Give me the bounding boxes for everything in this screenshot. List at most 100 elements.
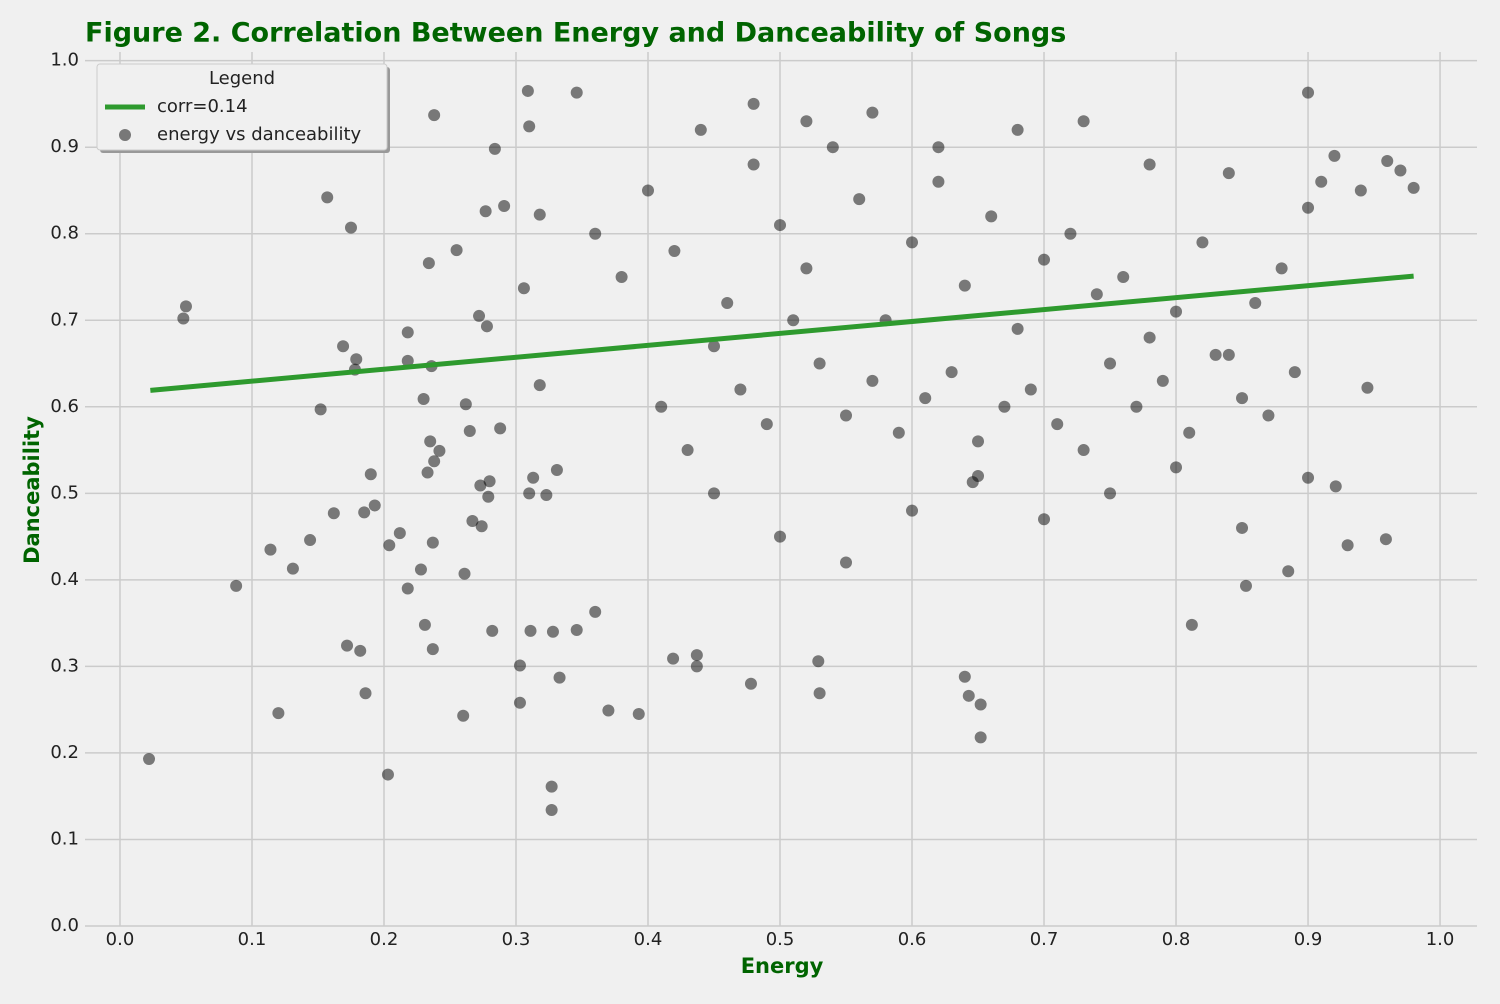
data-point [523,120,536,133]
data-point [906,504,919,517]
data-point [708,487,721,500]
data-point [421,466,434,479]
data-point [1183,426,1196,439]
data-point [721,296,734,309]
data-point [774,530,787,543]
data-point [1381,155,1394,168]
y-tick-label: 0.4 [50,569,79,590]
data-point [972,470,985,483]
data-point [1239,579,1252,592]
data-point [517,282,530,295]
grid: 0.0 0.1 0.2 0.3 0.4 0.5 0.6 0.7 0.8 0.9 1.0 0.0 0.1 0… [50,50,1477,950]
data-point [545,804,558,817]
data-point [570,86,583,99]
data-point [521,84,534,97]
data-point [401,354,414,367]
data-point [473,309,486,322]
data-point [1288,366,1301,379]
data-point [974,698,987,711]
data-point [570,624,583,637]
data-point [800,115,813,128]
y-tick-label: 0.3 [50,655,79,676]
data-point [985,210,998,223]
data-point [358,506,371,519]
data-point [1236,521,1249,534]
data-point [381,768,394,781]
trend-line [150,273,1414,393]
data-point [344,221,357,234]
data-point [523,487,536,500]
data-point [1275,262,1288,275]
data-point [840,409,853,422]
data-point [747,158,760,171]
data-point [1024,383,1037,396]
x-tick-label: 0.1 [238,929,267,950]
data-point [1379,533,1392,546]
data-point [486,624,499,637]
data-point [906,236,919,249]
data-point [450,244,463,257]
x-tick-label: 0.7 [1030,929,1059,950]
data-point [513,696,526,709]
data-point [840,556,853,569]
data-point [1407,181,1420,194]
data-point [480,320,493,333]
data-point [1315,175,1328,188]
x-tick-label: 0.5 [766,929,795,950]
data-point [1064,227,1077,240]
data-point [524,624,537,637]
data-point [393,527,406,540]
data-point [482,490,495,503]
data-point [1394,164,1407,177]
data-point [998,400,1011,413]
data-point [354,644,367,657]
legend-label: energy vs danceability [157,124,362,145]
data-point [179,300,192,313]
data-point [466,515,479,528]
data-point [615,270,628,283]
data-point [589,227,602,240]
data-point [1011,123,1024,136]
y-tick-label: 0.2 [50,742,79,763]
data-point [1130,400,1143,413]
data-point [1077,444,1090,457]
data-point [800,262,813,275]
data-point [368,499,381,512]
data-point [1354,184,1367,197]
data-point [690,649,703,662]
data-point [546,625,559,638]
data-point [327,507,340,520]
data-point [540,489,553,502]
y-tick-label: 0.6 [50,396,79,417]
y-tick-label: 0.8 [50,223,79,244]
data-point [1143,331,1156,344]
data-point [424,435,437,448]
x-tick-label: 0.3 [502,929,531,950]
data-point [1143,158,1156,171]
x-tick-label: 0.9 [1294,929,1323,950]
data-point [1104,357,1117,370]
data-point [919,392,932,405]
y-tick-label: 0.5 [50,482,79,503]
data-point [1038,513,1051,526]
data-point [1302,201,1315,214]
data-point [553,671,566,684]
data-point [589,605,602,618]
data-point [632,707,645,720]
data-point [264,543,277,556]
data-point [1302,471,1315,484]
data-point [488,142,501,155]
data-point [401,582,414,595]
data-point [1222,348,1235,361]
data-point [426,536,439,549]
data-point [813,687,826,700]
data-point [463,425,476,438]
data-point [498,200,511,213]
data-point [321,191,334,204]
data-point [1185,618,1198,631]
data-point [667,652,680,665]
data-point [1236,392,1249,405]
data-point [1302,86,1315,99]
data-point [272,707,285,720]
legend-swatch [119,129,131,141]
